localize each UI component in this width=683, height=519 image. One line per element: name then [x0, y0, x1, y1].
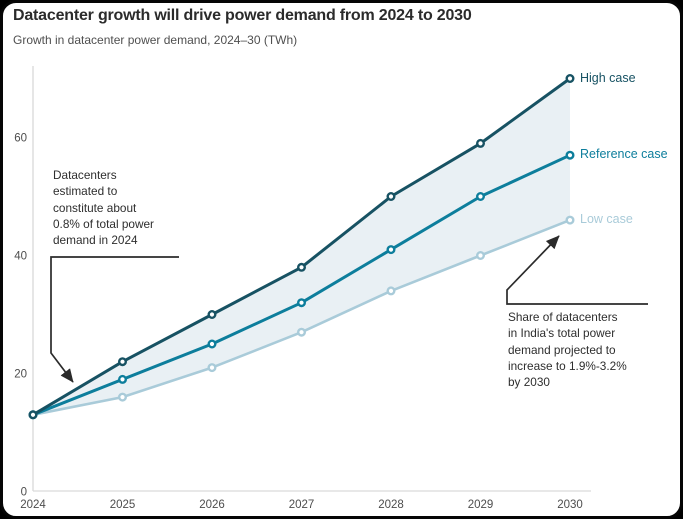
- marker-reference-case-2025: [117, 374, 127, 384]
- annotation-line: increase to 1.9%-3.2%: [508, 358, 627, 373]
- confidence-band: [33, 78, 570, 415]
- legend-high-case: High case: [580, 70, 636, 85]
- annotation-line: in India's total power: [508, 326, 616, 341]
- chart-title: Datacenter growth will drive power deman…: [13, 7, 472, 24]
- annotation-line: Share of datacenters: [508, 310, 618, 324]
- y-tick-label-0: 0: [21, 487, 27, 499]
- annotation-line: demand projected to: [508, 342, 616, 357]
- x-tick-label-2028: 2028: [378, 499, 404, 511]
- y-tick-label-20: 20: [14, 369, 27, 381]
- marker-low-case-2030: [565, 215, 575, 225]
- marker-low-case-2027: [297, 327, 307, 337]
- marker-low-case-2026: [207, 363, 217, 373]
- marker-reference-case-2030: [565, 150, 575, 160]
- x-tick-label-2027: 2027: [289, 499, 315, 511]
- annotation-line: by 2030: [508, 375, 550, 390]
- annotation-line: 0.8% of total power: [53, 216, 154, 231]
- legend-low-case: Low case: [580, 212, 633, 227]
- annotation-line: constitute about: [53, 200, 137, 215]
- annotation-line: demand in 2024: [53, 233, 138, 248]
- marker-reference-case-2026: [207, 339, 217, 349]
- marker-low-case-2028: [386, 286, 396, 296]
- marker-low-case-2025: [117, 392, 127, 402]
- x-tick-label-2025: 2025: [110, 499, 136, 511]
- x-tick-label-2024: 2024: [20, 499, 46, 511]
- y-tick-label-60: 60: [14, 133, 27, 145]
- x-tick-label-2029: 2029: [468, 499, 494, 511]
- marker-reference-case-2028: [386, 245, 396, 255]
- x-tick-label-2030: 2030: [557, 499, 583, 511]
- chart-subtitle: Growth in datacenter power demand, 2024–…: [13, 33, 298, 47]
- chart-canvas: 0 20 40 60 2024 2025 2026 2027 2028 2029 2030: [14, 66, 648, 511]
- annotation-arrow-2030: [506, 235, 648, 305]
- marker-reference-case-2029: [476, 191, 486, 201]
- annotation-2024-share: Datacenters estimated to constitute about 0…: [53, 167, 154, 248]
- legend-reference-case: Reference case: [580, 147, 668, 162]
- marker-low-case-2029: [476, 250, 486, 260]
- annotation-arrow-2024: [50, 256, 179, 383]
- marker-high-case-2024: [28, 410, 38, 420]
- x-tick-label-2026: 2026: [199, 499, 225, 511]
- marker-high-case-2029: [476, 138, 486, 148]
- annotation-2030-share: Share of datacenters in India's total pow…: [508, 309, 627, 390]
- annotation-line: estimated to: [53, 184, 118, 199]
- marker-high-case-2026: [207, 310, 217, 320]
- marker-high-case-2027: [297, 262, 307, 272]
- marker-reference-case-2027: [297, 298, 307, 308]
- y-tick-label-40: 40: [14, 251, 27, 263]
- marker-high-case-2030: [565, 73, 575, 83]
- annotation-line: Datacenters: [53, 168, 117, 182]
- marker-high-case-2028: [386, 191, 396, 201]
- marker-high-case-2025: [117, 357, 127, 367]
